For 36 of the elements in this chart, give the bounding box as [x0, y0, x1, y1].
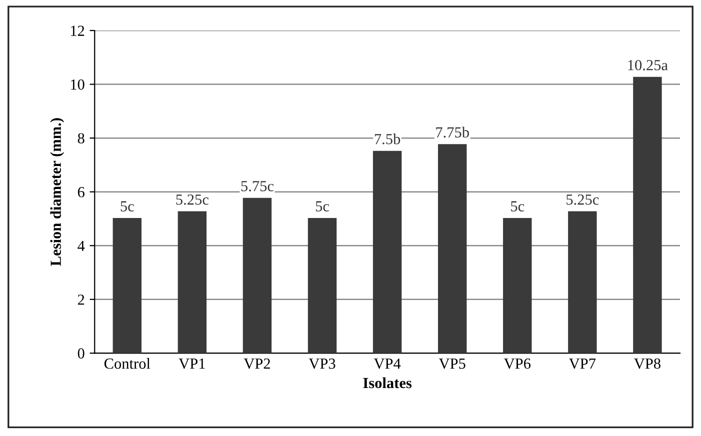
data-label: 7.75b — [436, 126, 469, 138]
data-label: 7.5b — [374, 133, 400, 144]
data-label: 5c — [120, 201, 134, 212]
bar — [112, 218, 142, 354]
x-tick-label: VP7 — [569, 358, 596, 369]
y-tick-label: 10 — [70, 79, 84, 90]
y-tick-label: 2 — [78, 294, 84, 305]
x-tick-label: Control — [104, 358, 150, 369]
data-label: 5c — [511, 201, 524, 212]
data-label: 10.25a — [628, 60, 668, 70]
x-tick-label: VP1 — [178, 358, 205, 369]
y-tick-label: 4 — [78, 240, 85, 251]
y-tick-label: 6 — [78, 187, 84, 198]
x-axis-title: Isolates — [363, 377, 412, 388]
y-tick-label: 0 — [78, 348, 84, 359]
x-tick-label: VP6 — [504, 358, 531, 369]
y-tick-label: 12 — [70, 26, 84, 36]
x-tick-label: VP8 — [634, 358, 660, 369]
bar — [242, 198, 272, 354]
bar — [308, 218, 337, 354]
bar — [633, 76, 662, 354]
data-label: 5.75c — [241, 181, 274, 192]
data-label: 5.25c — [566, 194, 599, 205]
bar — [178, 211, 207, 354]
bar — [438, 144, 467, 354]
x-tick-label: VP2 — [244, 358, 270, 369]
bar — [503, 218, 532, 354]
y-tick-label: 8 — [78, 133, 84, 144]
y-axis-title: Lesion diameter (mm.) — [50, 118, 64, 266]
x-tick-label: VP3 — [308, 358, 336, 369]
data-label: 5.25c — [176, 194, 208, 205]
x-tick-label: VP4 — [374, 358, 401, 369]
bar — [568, 211, 597, 354]
bar — [372, 150, 402, 354]
data-label: 5c — [316, 201, 330, 212]
x-tick-label: VP5 — [438, 358, 466, 369]
